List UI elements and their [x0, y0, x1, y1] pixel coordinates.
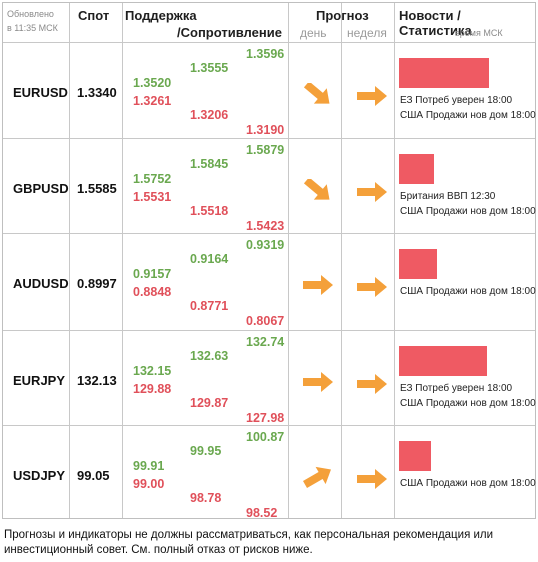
pair-label: GBPUSD: [13, 181, 69, 196]
support-3: 100.87: [246, 430, 285, 444]
forecast-day-arrow-icon: [301, 466, 335, 488]
resistance-1: 1.3261: [133, 94, 172, 108]
news-item: США Продажи нов дом 18:00: [400, 110, 536, 121]
support-3: 1.3596: [246, 47, 285, 61]
news-item: США Продажи нов дом 18:00: [400, 206, 536, 217]
forecast-day-arrow-icon: [301, 371, 335, 393]
news-impact-bar: [399, 249, 437, 279]
resistance-3: 0.8067: [246, 314, 285, 328]
resistance-3: 127.98: [246, 411, 285, 425]
forecast-day-arrow-icon: [301, 177, 335, 201]
support-2: 1.3555: [190, 61, 229, 75]
pair-label: USDJPY: [13, 468, 66, 483]
support-1: 99.91: [133, 459, 165, 473]
day-header: день: [300, 26, 327, 40]
forecast-header: Прогноз: [316, 8, 369, 23]
pair-label: AUDUSD: [13, 276, 69, 291]
disclaimer: Прогнозы и индикаторы не должны рассматр…: [4, 529, 494, 556]
spot-value: 0.8997: [77, 276, 117, 291]
spot-value: 99.05: [77, 468, 110, 483]
support-1: 1.5752: [133, 172, 172, 186]
news-time-header: время МСК: [455, 28, 503, 38]
spot-value: 1.5585: [77, 181, 117, 196]
spot-value: 1.3340: [77, 85, 117, 100]
news-impact-bar: [399, 154, 434, 184]
support-1: 0.9157: [133, 267, 172, 281]
news-impact-bar: [399, 441, 431, 471]
resistance-1: 129.88: [133, 382, 172, 396]
forecast-week-arrow-icon: [355, 85, 389, 107]
resistance-2: 0.8771: [190, 299, 229, 313]
support-2: 99.95: [190, 444, 222, 458]
support-2: 1.5845: [190, 157, 229, 171]
resistance-1: 99.00: [133, 477, 165, 491]
support-header: Поддержка: [125, 8, 197, 23]
news-item: Британия ВВП 12:30: [400, 191, 496, 202]
support-2: 132.63: [190, 349, 229, 363]
support-2: 0.9164: [190, 252, 229, 266]
resistance-2: 1.3206: [190, 108, 229, 122]
resistance-3: 98.52: [246, 506, 278, 520]
resistance-3: 1.3190: [246, 123, 285, 137]
support-1: 132.15: [133, 364, 172, 378]
news-impact-bar: [399, 58, 489, 88]
support-1: 1.3520: [133, 76, 172, 90]
news-item: США Продажи нов дом 18:00: [400, 478, 536, 489]
support-3: 0.9319: [246, 238, 285, 252]
resistance-header: /Сопротивление: [177, 25, 282, 40]
updated-time: в 11:35 МСК: [7, 23, 58, 33]
support-3: 132.74: [246, 335, 285, 349]
spot-header: Спот: [78, 8, 110, 23]
pair-label: EURUSD: [13, 85, 68, 100]
news-item: США Продажи нов дом 18:00: [400, 398, 536, 409]
forecast-week-arrow-icon: [355, 468, 389, 490]
resistance-1: 1.5531: [133, 190, 172, 204]
news-item: ЕЗ Потреб уверен 18:00: [400, 95, 513, 106]
resistance-2: 98.78: [190, 491, 222, 505]
spot-value: 132.13: [77, 373, 117, 388]
news-header: Новости / Статистика: [399, 8, 472, 38]
resistance-1: 0.8848: [133, 285, 172, 299]
pair-label: EURJPY: [13, 373, 66, 388]
news-impact-bar: [399, 346, 487, 376]
forecast-day-arrow-icon: [301, 81, 335, 105]
forecast-week-arrow-icon: [355, 181, 389, 203]
forecast-day-arrow-icon: [301, 274, 335, 296]
news-item: США Продажи нов дом 18:00: [400, 286, 536, 297]
week-header: неделя: [347, 26, 387, 40]
updated-label: Обновлено: [7, 9, 54, 19]
resistance-2: 129.87: [190, 396, 229, 410]
forecast-table: Обновлено в 11:35 МСК Спот Поддержка /Со…: [2, 2, 536, 520]
resistance-2: 1.5518: [190, 204, 229, 218]
resistance-3: 1.5423: [246, 219, 285, 233]
forecast-week-arrow-icon: [355, 276, 389, 298]
forecast-week-arrow-icon: [355, 373, 389, 395]
support-3: 1.5879: [246, 143, 285, 157]
news-item: ЕЗ Потреб уверен 18:00: [400, 383, 513, 394]
